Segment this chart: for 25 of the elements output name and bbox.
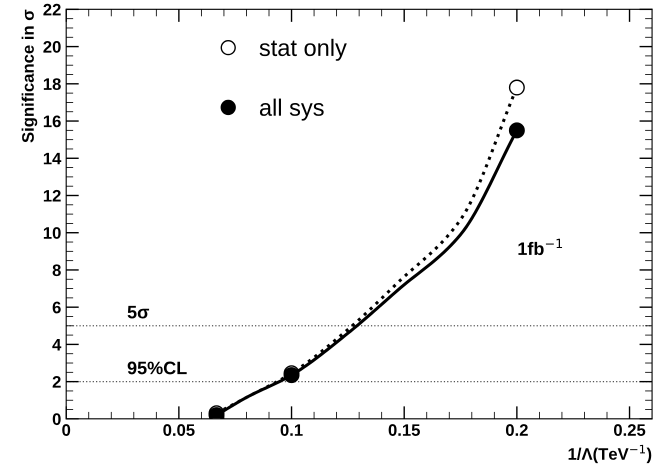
y-tick-label: 2 [52, 376, 61, 388]
y-tick-label: 8 [52, 264, 61, 276]
y-tick-label: 14 [44, 152, 62, 164]
x-tick-label: 0.15 [388, 424, 420, 436]
y-tick-label: 10 [44, 227, 61, 239]
y-tick-label: 18 [44, 78, 61, 90]
y-axis-title: Significance in σ [22, 10, 38, 143]
y-tick-label: 0 [52, 413, 61, 426]
y-tick-label: 4 [52, 338, 62, 350]
ref-line-label: 5σ [128, 306, 150, 318]
x-tick-label: 0 [62, 424, 70, 436]
x-tick-label: 0.1 [280, 424, 303, 436]
x-tick-label: 0.25 [614, 424, 646, 436]
annotation: 1fb$^{−1}$ [518, 238, 562, 256]
legend-label: stat only [260, 38, 347, 61]
legend-label: all sys [260, 98, 324, 121]
x-tick-label: 0.05 [163, 424, 195, 436]
x-tick-label: 0.2 [506, 424, 528, 436]
x-axis-title: 1/Λ(TeV$^{−1}$) [568, 444, 652, 464]
ref-line-label: 95%CL [128, 362, 187, 374]
y-tick-label: 22 [43, 4, 61, 16]
y-tick-label: 16 [44, 115, 61, 128]
y-tick-label: 6 [52, 302, 61, 314]
y-tick-label: 12 [44, 190, 61, 202]
y-tick-label: 20 [43, 40, 61, 53]
